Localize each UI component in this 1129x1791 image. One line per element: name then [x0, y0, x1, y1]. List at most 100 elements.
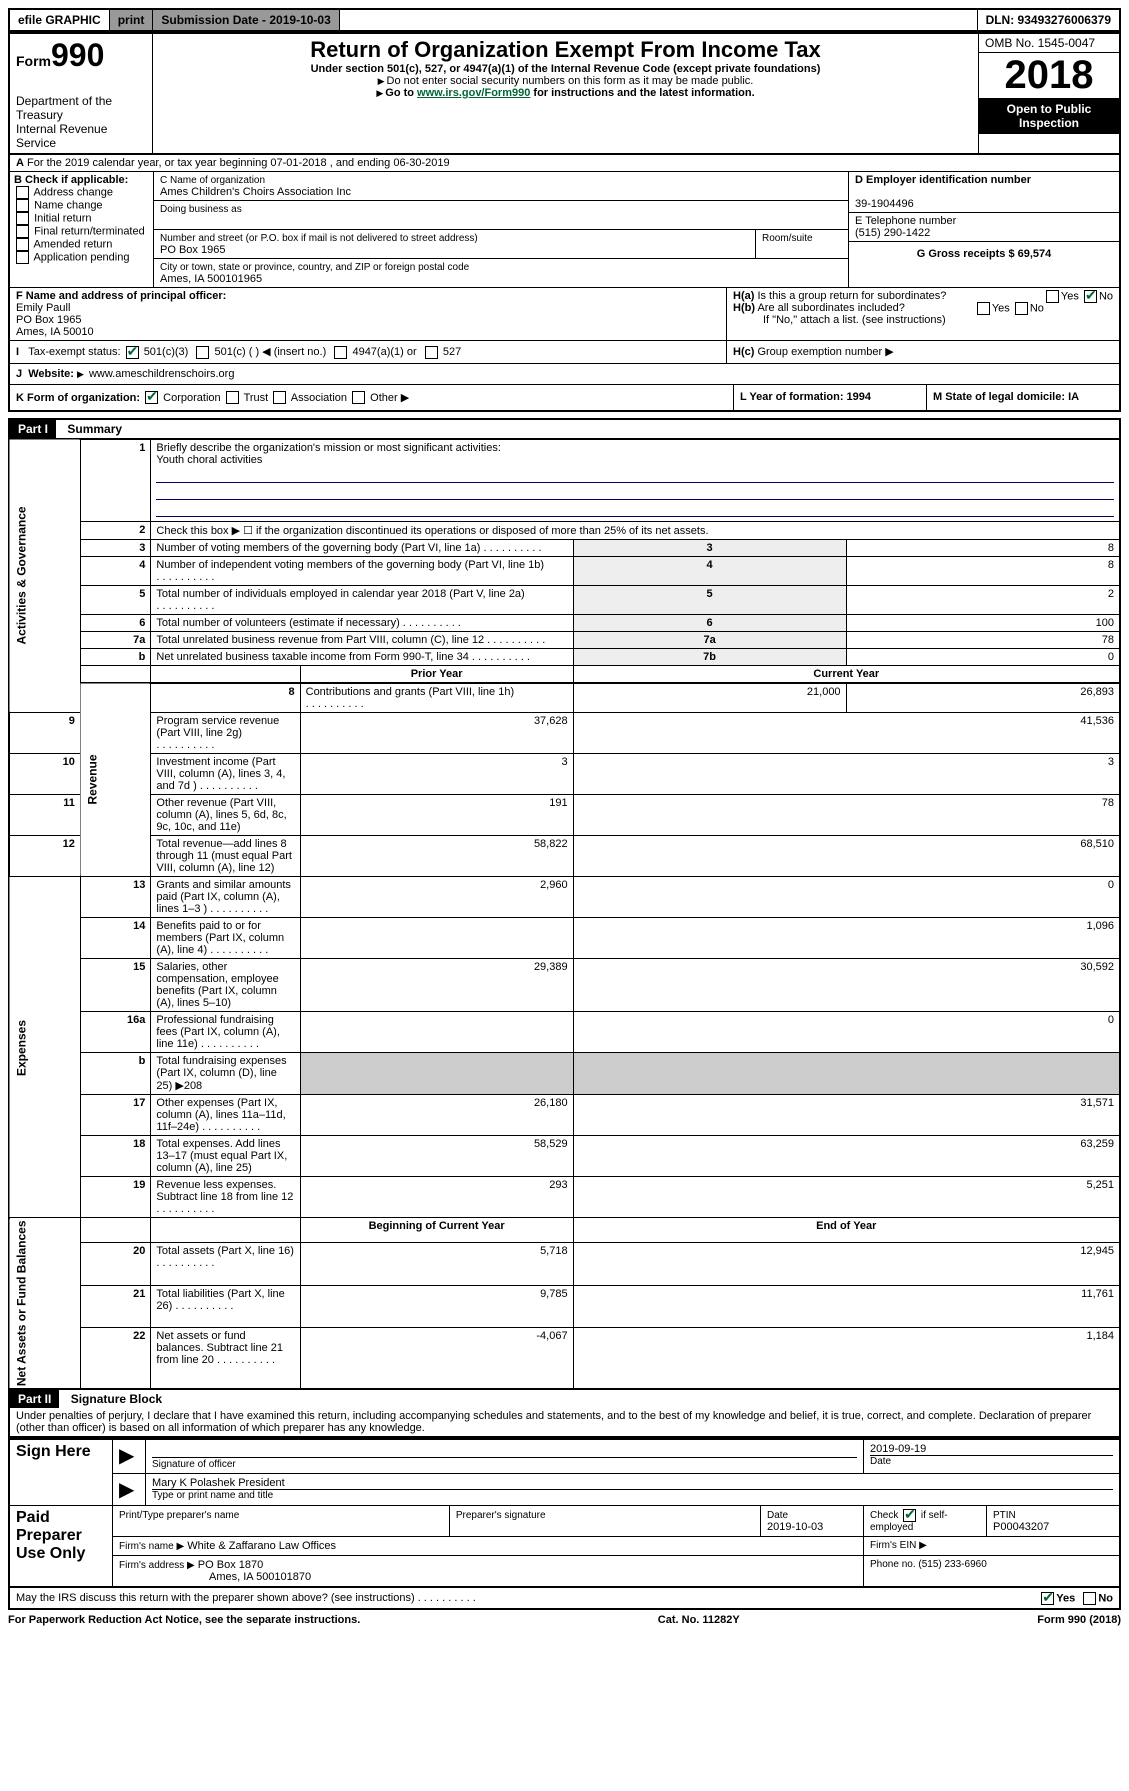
side-revenue: Revenue [80, 683, 151, 877]
dln: DLN: 93493276006379 [977, 10, 1119, 30]
discuss-yes[interactable] [1041, 1592, 1054, 1605]
dba-label: Doing business as [160, 204, 242, 215]
side-expenses: Expenses [9, 877, 80, 1218]
room-label: Room/suite [762, 233, 813, 244]
part2-title: Signature Block [63, 1392, 162, 1406]
summary-table: Activities & Governance 1 Briefly descri… [8, 438, 1121, 1390]
col-begin: Beginning of Current Year [369, 1220, 505, 1232]
q1-answer: Youth choral activities [156, 454, 262, 466]
city-label: City or town, state or province, country… [160, 262, 469, 273]
gross-receipts: G Gross receipts $ 69,574 [917, 248, 1052, 260]
org-name: Ames Children's Choirs Association Inc [160, 186, 351, 198]
ptin: P00043207 [993, 1521, 1049, 1533]
addr-label: Number and street (or P.O. box if mail i… [160, 233, 478, 244]
state-domicile: M State of legal domicile: IA [933, 391, 1079, 403]
firm-name-label: Firm's name ▶ [119, 1541, 184, 1552]
part2-header: Part II [10, 1390, 59, 1408]
form-footer: Form 990 (2018) [1037, 1614, 1121, 1626]
checkbox-app-pending[interactable] [16, 251, 29, 264]
cb-assoc[interactable] [273, 391, 286, 404]
checkbox-final-return[interactable] [16, 225, 29, 238]
cb-corp[interactable] [145, 391, 158, 404]
ha-no[interactable] [1084, 290, 1097, 303]
paid-preparer-label: Paid Preparer Use Only [9, 1505, 113, 1587]
e-label: E Telephone number [855, 215, 956, 227]
perjury-statement: Under penalties of perjury, I declare th… [8, 1408, 1121, 1438]
officer-typed-name: Mary K Polashek President [152, 1477, 285, 1489]
tax-exempt-label: Tax-exempt status: [28, 346, 120, 358]
hb-note: If "No," attach a list. (see instruction… [733, 314, 1113, 326]
b-label: B Check if applicable: [14, 174, 128, 186]
efile-label: efile GRAPHIC [10, 10, 110, 30]
col-current: Current Year [813, 668, 879, 680]
firm-phone: Phone no. (515) 233-6960 [864, 1555, 1121, 1587]
firm-addr2: Ames, IA 500101870 [119, 1571, 311, 1583]
sign-here-label: Sign Here [9, 1439, 113, 1506]
submission-date: Submission Date - 2019-10-03 [153, 10, 339, 30]
cb-4947[interactable] [334, 346, 347, 359]
tax-year: 2018 [979, 53, 1119, 98]
c-label: C Name of organization [160, 175, 265, 186]
cb-other[interactable] [352, 391, 365, 404]
q2: Check this box ▶ ☐ if the organization d… [151, 522, 1120, 540]
part1-header: Part I [10, 420, 56, 438]
main-title: Return of Organization Exempt From Incom… [159, 37, 972, 63]
check-self-employed: Check if self-employed [870, 1510, 948, 1533]
cb-527[interactable] [425, 346, 438, 359]
cat-number: Cat. No. 11282Y [658, 1614, 740, 1626]
dept-treasury: Department of the Treasury [16, 94, 146, 122]
checkbox-amended[interactable] [16, 238, 29, 251]
officer-name: Emily Paull [16, 302, 70, 314]
cb-self-employed[interactable] [903, 1509, 916, 1522]
form-header: Form990 Department of the Treasury Inter… [8, 32, 1121, 155]
website-url: www.ameschildrenschoirs.org [89, 368, 235, 380]
type-name-label: Type or print name and title [152, 1489, 1113, 1501]
tax-period: For the 2019 calendar year, or tax year … [27, 157, 450, 169]
firm-ein-label: Firm's EIN ▶ [864, 1536, 1121, 1555]
city-state-zip: Ames, IA 500101965 [160, 273, 262, 285]
top-bar: efile GRAPHIC print Submission Date - 20… [8, 8, 1121, 32]
row-text: Number of voting members of the governin… [151, 540, 573, 557]
hc-label: Group exemption number ▶ [757, 346, 893, 358]
sig-officer-label: Signature of officer [152, 1459, 236, 1470]
prep-date-label: Date [767, 1510, 788, 1521]
officer-addr1: PO Box 1965 [16, 314, 81, 326]
form-prefix: Form [16, 53, 51, 69]
website-label: Website: [28, 368, 74, 380]
year-formation: L Year of formation: 1994 [740, 391, 871, 403]
firm-addr-label: Firm's address ▶ [119, 1560, 195, 1571]
irs-link[interactable]: www.irs.gov/Form990 [417, 87, 530, 99]
hb-no[interactable] [1015, 302, 1028, 315]
q1-label: Briefly describe the organization's miss… [156, 442, 500, 454]
ha-yes[interactable] [1046, 290, 1059, 303]
checkbox-initial-return[interactable] [16, 212, 29, 225]
cb-trust[interactable] [226, 391, 239, 404]
f-label: F Name and address of principal officer: [16, 290, 226, 302]
sig-date: 2019-09-19 [870, 1443, 926, 1455]
discuss-no[interactable] [1083, 1592, 1096, 1605]
subtitle: Under section 501(c), 527, or 4947(a)(1)… [311, 63, 821, 75]
side-net-assets: Net Assets or Fund Balances [9, 1218, 80, 1389]
signature-table: Sign Here ▶ Signature of officer 2019-09… [8, 1438, 1121, 1588]
cb-501c3[interactable] [126, 346, 139, 359]
checkbox-name-change[interactable] [16, 199, 29, 212]
d-label: D Employer identification number [855, 174, 1031, 186]
omb-number: OMB No. 1545-0047 [979, 34, 1119, 53]
open-public-badge: Open to Public Inspection [979, 98, 1119, 134]
telephone: (515) 290-1422 [855, 227, 930, 239]
identification-section: A For the 2019 calendar year, or tax yea… [8, 155, 1121, 412]
col-prior: Prior Year [411, 668, 463, 680]
page-footer: For Paperwork Reduction Act Notice, see … [8, 1610, 1121, 1626]
k-label: K Form of organization: [16, 392, 140, 404]
cb-501c[interactable] [196, 346, 209, 359]
prep-sig-label: Preparer's signature [456, 1510, 546, 1521]
ptin-label: PTIN [993, 1510, 1016, 1521]
paperwork-notice: For Paperwork Reduction Act Notice, see … [8, 1614, 360, 1626]
date-label: Date [870, 1455, 1113, 1467]
firm-addr1: PO Box 1870 [198, 1559, 263, 1571]
checkbox-address-change[interactable] [16, 186, 29, 199]
hb-yes[interactable] [977, 302, 990, 315]
val: 8 [846, 540, 1120, 557]
officer-addr2: Ames, IA 50010 [16, 326, 94, 338]
print-button[interactable]: print [110, 10, 154, 30]
